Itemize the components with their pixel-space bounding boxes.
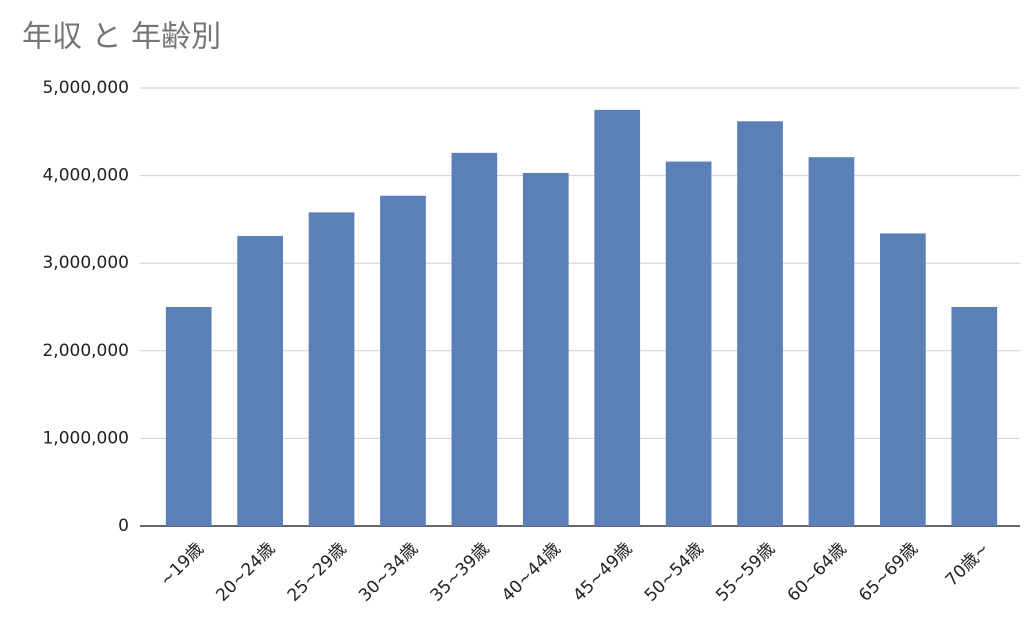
y-tick-label: 4,000,000 xyxy=(42,166,129,186)
x-tick-label: 20~24歳 xyxy=(212,539,279,606)
x-tick-label: ~19歳 xyxy=(156,539,208,591)
x-tick-label: 45~49歳 xyxy=(569,539,636,606)
y-tick-label: 5,000,000 xyxy=(42,78,129,98)
x-tick-label: 25~29歳 xyxy=(284,539,351,606)
bar xyxy=(165,307,212,526)
x-tick-label: 60~64歳 xyxy=(784,539,851,606)
y-tick-label: 2,000,000 xyxy=(42,341,129,361)
y-tick-label: 3,000,000 xyxy=(42,253,129,273)
y-tick-label: 1,000,000 xyxy=(42,428,129,448)
bar xyxy=(880,233,926,526)
x-tick-label: 35~39歳 xyxy=(427,539,494,606)
x-tick-label: 30~34歳 xyxy=(355,539,422,606)
bar xyxy=(522,172,569,527)
bar xyxy=(808,157,855,527)
x-tick-label: 50~54歳 xyxy=(641,539,708,606)
bar xyxy=(308,212,355,526)
bar xyxy=(737,121,783,527)
y-tick-label: 0 xyxy=(118,516,129,536)
bar xyxy=(237,236,283,526)
x-tick-label: 65~69歳 xyxy=(855,539,922,606)
bar xyxy=(665,161,712,527)
bar xyxy=(380,195,426,527)
bar xyxy=(951,307,998,526)
x-tick-label: 40~44歳 xyxy=(498,539,565,606)
bar xyxy=(451,152,498,526)
x-tick-label: 70歳~ xyxy=(942,539,994,591)
x-tick-label: 55~59歳 xyxy=(712,539,779,606)
chart-title: 年収 と 年齢別 xyxy=(22,20,221,55)
bar xyxy=(594,109,641,527)
